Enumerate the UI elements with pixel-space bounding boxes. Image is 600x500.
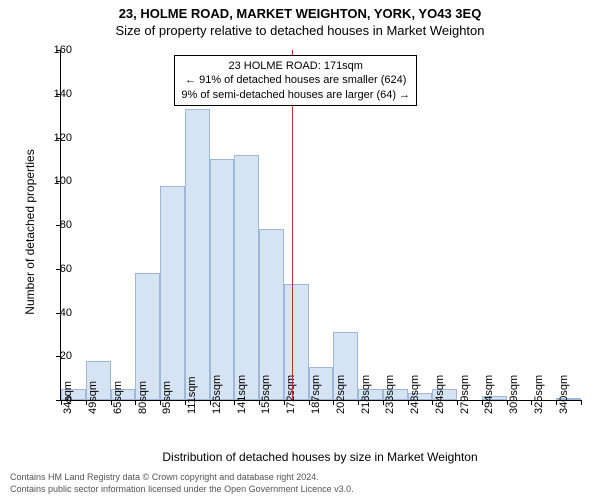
- footer-copyright-2: Contains public sector information licen…: [10, 484, 354, 494]
- ytick-label: 160: [42, 44, 72, 56]
- annotation-line-2: ← 91% of detached houses are smaller (62…: [181, 73, 410, 87]
- annotation-box: 23 HOLME ROAD: 171sqm ← 91% of detached …: [174, 55, 417, 106]
- xtick-mark: [358, 400, 359, 405]
- ytick-label: 140: [42, 88, 72, 100]
- histogram-bar: [160, 186, 185, 400]
- histogram-bar: [210, 159, 235, 400]
- annotation-line-3: 9% of semi-detached houses are larger (6…: [181, 88, 410, 102]
- histogram-bar: [185, 109, 210, 400]
- ytick-label: 80: [42, 219, 72, 231]
- title-sub: Size of property relative to detached ho…: [0, 21, 600, 38]
- ytick-label: 60: [42, 263, 72, 275]
- xtick-mark: [581, 400, 582, 405]
- y-axis-label: Number of detached properties: [23, 132, 37, 332]
- histogram-bar: [234, 155, 259, 400]
- chart-container: 23, HOLME ROAD, MARKET WEIGHTON, YORK, Y…: [0, 0, 600, 500]
- annotation-line-1: 23 HOLME ROAD: 171sqm: [181, 59, 410, 73]
- ytick-label: 120: [42, 132, 72, 144]
- ytick-label: 100: [42, 175, 72, 187]
- ytick-label: 20: [42, 350, 72, 362]
- footer-copyright-1: Contains HM Land Registry data © Crown c…: [10, 472, 319, 482]
- x-axis-label: Distribution of detached houses by size …: [60, 450, 580, 464]
- title-main: 23, HOLME ROAD, MARKET WEIGHTON, YORK, Y…: [0, 0, 600, 21]
- ytick-label: 40: [42, 307, 72, 319]
